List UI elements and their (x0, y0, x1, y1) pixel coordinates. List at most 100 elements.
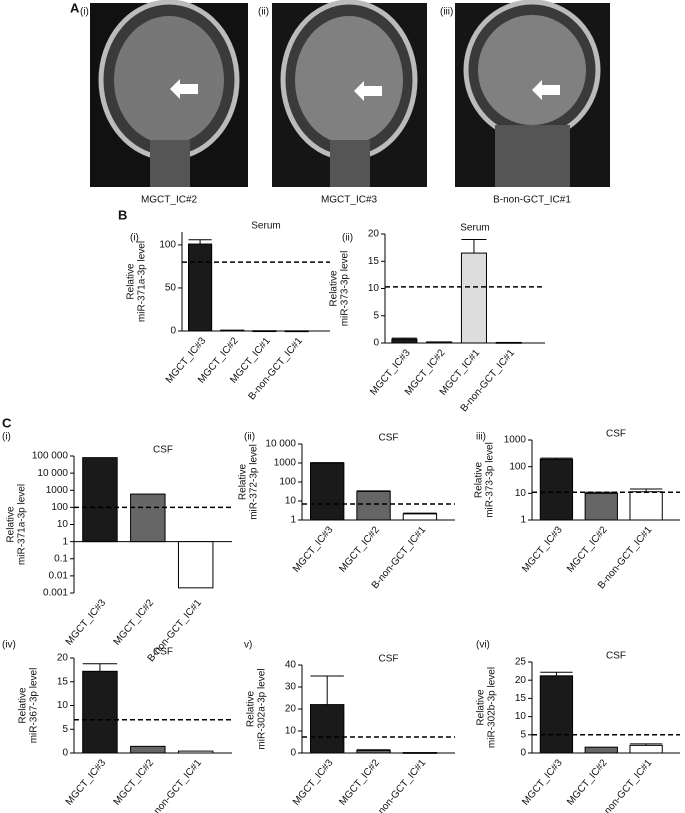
y-axis-label: Relative (238, 464, 249, 501)
bar (584, 492, 618, 521)
mri-images (90, 0, 610, 187)
section-letter: A (70, 0, 80, 15)
x-tick-label: MGCT_IC#2 (112, 757, 157, 807)
y-tick-label: 20 (368, 229, 380, 240)
y-tick-label: 10 000 (37, 468, 68, 479)
panel-label: v) (244, 640, 252, 651)
panel-label: (ii) (244, 432, 255, 443)
y-tick-label: 1000 (274, 458, 297, 469)
y-tick-label: 1000 (504, 435, 527, 446)
y-tick-label: 0.01 (49, 571, 69, 582)
y-axis-label: miR-372-3p level (249, 444, 260, 520)
y-axis-label: miR-373-3p level (340, 251, 351, 327)
y-axis-label: Relative (126, 263, 137, 300)
y-tick-label: 1 (62, 536, 68, 547)
panel-label: (ii) (342, 233, 353, 244)
y-axis-label: miR-302b-3p level (487, 667, 498, 748)
y-tick-label: 10 000 (265, 439, 296, 450)
panel-label: (i) (2, 432, 11, 443)
bar (130, 745, 166, 754)
y-axis-label: Relative (476, 689, 487, 726)
y-tick-label: 0 (520, 748, 526, 759)
y-axis-label: miR-373-3p level (485, 442, 496, 518)
y-tick-label: 0 (290, 748, 296, 759)
mri-neck (150, 140, 190, 187)
bar (584, 746, 618, 754)
bar (495, 341, 522, 344)
y-axis-label: miR-371a-3p level (17, 484, 28, 565)
y-tick-label: 20 (515, 675, 527, 686)
y-axis-label: miR-367-3p level (29, 668, 40, 744)
bar (391, 338, 418, 344)
image-caption: B-non-GCT_IC#1 (493, 195, 571, 206)
x-tick-label: MGCT_IC#2 (337, 524, 382, 574)
mri-brain (295, 16, 403, 144)
x-tick-label: MGCT_IC#3 (291, 524, 336, 574)
section-letter: C (2, 415, 12, 430)
chart-title: Serum (460, 223, 489, 234)
arrow (532, 80, 560, 100)
arrow (170, 79, 198, 99)
y-axis-label: Relative (6, 506, 17, 543)
mri-neck (330, 140, 370, 187)
y-tick-label: 1 (520, 515, 526, 526)
y-tick-label: 30 (285, 682, 297, 693)
mri-neck (495, 125, 570, 187)
bar (356, 490, 391, 521)
arrow (354, 81, 382, 101)
y-axis-label: Relative (18, 687, 29, 724)
y-axis-label: miR-371a-3p level (137, 241, 148, 322)
bar (629, 491, 663, 521)
y-tick-label: 5 (373, 310, 379, 321)
bar (426, 341, 453, 344)
x-tick-label: MGCT_IC#2 (112, 597, 157, 647)
y-tick-label: 15 (515, 693, 527, 704)
mri-brain (114, 16, 224, 144)
y-tick-label: 0 (373, 338, 379, 349)
chart-title: CSF (606, 429, 626, 440)
y-tick-label: 100 (279, 477, 296, 488)
bar (539, 675, 574, 754)
x-tick-label: MGCT_IC#3 (520, 757, 565, 807)
y-tick-label: 5 (62, 724, 68, 735)
bar (539, 458, 574, 521)
y-tick-label: 0.1 (54, 553, 68, 564)
y-axis-label: miR-302a-3p level (257, 668, 268, 749)
panel-label: iii) (476, 432, 486, 443)
bar (82, 457, 118, 543)
y-axis-label: Relative (329, 270, 340, 307)
image-caption: MGCT_IC#3 (321, 195, 378, 206)
bar (82, 670, 118, 754)
chart-title: Serum (251, 221, 280, 232)
bar (460, 252, 487, 344)
y-tick-label: 0 (62, 748, 68, 759)
y-tick-label: 20 (285, 704, 297, 715)
bar (252, 330, 277, 333)
y-axis-label: Relative (246, 691, 257, 728)
chart-title: CSF (153, 445, 173, 456)
y-tick-label: 10 (515, 488, 527, 499)
panel-label: (iii) (440, 7, 453, 18)
y-axis-label: Relative (474, 462, 485, 499)
x-tick-label: MGCT_IC#3 (64, 597, 109, 647)
y-tick-label: 20 (57, 653, 69, 664)
y-tick-label: 100 (159, 240, 176, 251)
bar (309, 462, 345, 521)
x-tick-label: MGCT_IC#2 (565, 524, 610, 574)
panel-label: (vi) (476, 640, 490, 651)
panel-label: (ii) (258, 7, 269, 18)
bar (188, 243, 213, 332)
y-tick-label: 5 (520, 729, 526, 740)
bar (177, 541, 214, 589)
panel-label: (i) (80, 7, 89, 18)
bar (309, 704, 345, 754)
bar (356, 749, 391, 754)
chart-title: CSF (606, 651, 626, 662)
bar (220, 329, 245, 332)
y-tick-label: 100 (51, 502, 68, 513)
panel-label: (i) (130, 233, 139, 244)
bar (629, 744, 663, 754)
x-tick-label: MGCT_IC#3 (64, 757, 109, 807)
x-tick-label: MGCT_IC#3 (291, 757, 336, 807)
